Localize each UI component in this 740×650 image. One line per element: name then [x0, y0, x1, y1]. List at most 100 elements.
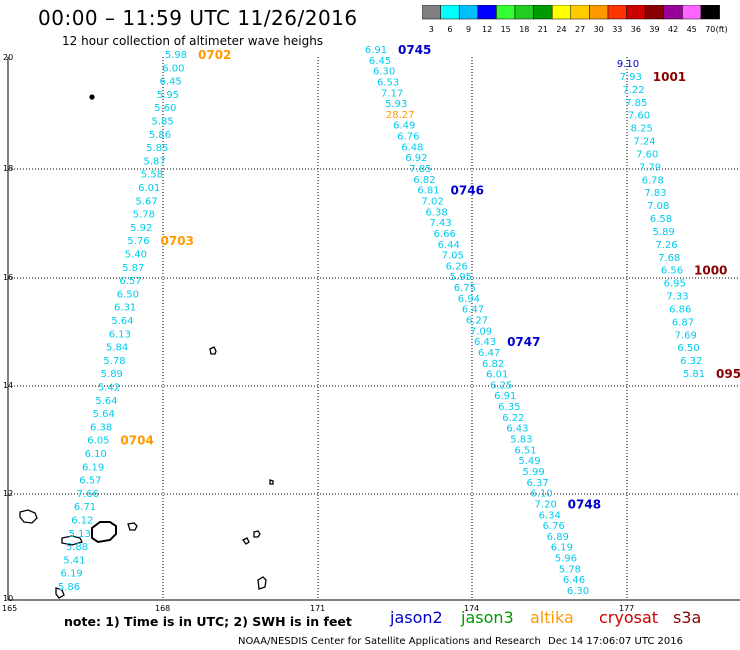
scale-swatch — [644, 5, 665, 20]
wave-height-value: 6.26 — [446, 261, 468, 272]
wave-height-value: 6.22 — [502, 413, 524, 424]
scale-label: 6 — [447, 25, 452, 34]
wave-height-value: 6.05 — [87, 436, 109, 447]
wave-height-value: 5.96 — [555, 554, 577, 565]
track-time-label: 0746 — [451, 184, 484, 198]
island — [242, 537, 250, 545]
wave-height-value: 6.86 — [669, 304, 691, 315]
wave-height-value: 7.05 — [442, 251, 464, 262]
wave-height-value: 7.08 — [647, 201, 669, 212]
wave-height-value: 5.92 — [130, 223, 152, 234]
wave-height-value: 7.60 — [636, 149, 658, 160]
wave-height-value: 7.79 — [639, 162, 661, 173]
wave-height-value: 6.25 — [490, 380, 512, 391]
y-tick-label: 12 — [3, 489, 13, 498]
track-time-label: 0747 — [507, 335, 540, 349]
wave-height-value: 5.67 — [135, 196, 157, 207]
x-tick-label: 165 — [2, 604, 17, 613]
y-axis-labels: 10 12 14 16 18 20 — [3, 53, 13, 603]
wave-height-value: 5.88 — [66, 542, 88, 553]
scale-swatch — [682, 5, 702, 20]
wave-height-value: 7.60 — [628, 111, 650, 122]
wave-height-value: 5.42 — [98, 383, 120, 394]
wave-height-value: 7.69 — [675, 330, 697, 341]
wave-height-value: 5.83 — [510, 435, 532, 446]
wave-height-value: 5.93 — [385, 99, 407, 110]
track-time-label: 095 — [716, 367, 740, 381]
wave-height-value: 6.43 — [474, 337, 496, 348]
y-tick-label: 18 — [3, 164, 13, 173]
y-tick-label: 14 — [3, 381, 13, 390]
island — [269, 479, 274, 485]
wave-height-value: 6.82 — [482, 359, 504, 370]
scale-swatch — [607, 5, 627, 20]
wave-height-value: 6.75 — [454, 283, 476, 294]
wave-height-value: 6.91 — [494, 391, 516, 402]
scale-swatch — [514, 5, 534, 20]
wave-height-value: 7.33 — [666, 292, 688, 303]
x-tick-label: 171 — [310, 604, 325, 613]
x-tick-label: 177 — [619, 604, 634, 613]
wave-height-value: 5.13 — [69, 529, 91, 540]
track-time-label: 0745 — [398, 43, 431, 57]
legend-cryosat: cryosat — [599, 608, 659, 627]
scale-swatch — [458, 5, 479, 20]
wave-height-value: 6.43 — [506, 424, 528, 435]
wave-height-value: 7.26 — [655, 240, 677, 251]
island — [61, 535, 83, 546]
wave-height-value: 6.30 — [567, 586, 589, 597]
color-scale: 3 6 9 12 15 18 21 24 27 30 33 36 39 42 45 70 (ft) — [422, 5, 728, 34]
wave-height-value: 5.84 — [106, 343, 128, 354]
wave-height-value: 5.76 — [127, 236, 149, 247]
wave-height-value: 7.93 — [620, 72, 642, 83]
wave-height-value: 7.09 — [470, 326, 492, 337]
y-tick-label: 16 — [3, 273, 13, 282]
wave-height-value: 5.81 — [683, 369, 705, 380]
scale-swatch — [700, 5, 720, 20]
wave-height-value: 6.81 — [417, 186, 439, 197]
wave-height-value: 6.01 — [486, 370, 508, 381]
wave-height-value: 5.78 — [103, 356, 125, 367]
wave-height-value: 5.89 — [653, 227, 675, 238]
wave-height-value: 5.99 — [522, 467, 544, 478]
wave-height-value: 6.66 — [434, 229, 456, 240]
wave-height-value: 6.37 — [526, 478, 548, 489]
scale-swatch — [422, 5, 441, 20]
wave-height-value: 7.83 — [644, 188, 666, 199]
satellite-tracks: 5.98 6.00 6.45 5.95 5.60 5.85 5.86 5.85 5.87 5.58… — [58, 43, 740, 597]
scale-label: 24 — [556, 25, 566, 34]
wave-height-value: 5.87 — [143, 156, 165, 167]
scale-label: 33 — [612, 25, 622, 34]
x-tick-label: 168 — [155, 604, 170, 613]
island — [127, 522, 138, 531]
wave-height-value: 6.00 — [162, 63, 184, 74]
wave-height-value: 6.38 — [425, 207, 447, 218]
wave-height-value: 6.48 — [401, 142, 423, 153]
wave-height-value: 6.19 — [551, 543, 573, 554]
wave-height-value: 6.38 — [90, 422, 112, 433]
scale-swatch — [551, 5, 572, 20]
wave-height-value: 5.89 — [101, 369, 123, 380]
wave-height-value: 6.82 — [413, 175, 435, 186]
wave-height-value: 7.66 — [77, 489, 99, 500]
wave-height-value: 5.78 — [133, 210, 155, 221]
scale-label: 18 — [519, 25, 529, 34]
wave-height-value: 7.85 — [625, 98, 647, 109]
wave-height-value: 7.24 — [633, 137, 655, 148]
scale-swatch — [589, 5, 609, 20]
scale-label: 15 — [501, 25, 511, 34]
wave-height-value: 5.95 — [450, 272, 472, 283]
wave-height-value: 6.13 — [109, 329, 131, 340]
wave-height-value: 6.12 — [71, 516, 93, 527]
generation-timestamp: Dec 14 17:06:07 UTC 2016 — [548, 636, 683, 647]
scale-label: 70 — [705, 25, 715, 34]
wave-height-value: 5.78 — [559, 564, 581, 575]
wave-height-value: 7.68 — [658, 253, 680, 264]
wave-height-value: 6.56 — [661, 266, 683, 277]
y-tick-label: 20 — [3, 53, 13, 62]
x-tick-label: 174 — [464, 604, 479, 613]
wave-height-value: 6.76 — [397, 132, 419, 143]
island — [257, 576, 267, 590]
wave-height-value: 6.94 — [458, 294, 480, 305]
